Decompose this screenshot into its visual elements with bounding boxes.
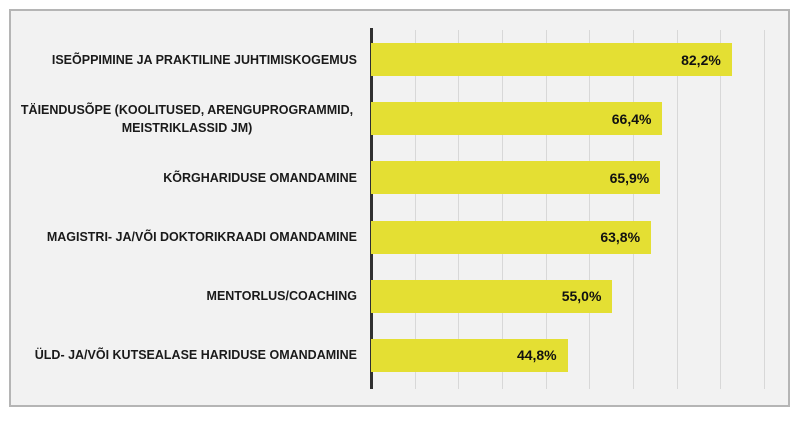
- category-cell: KÕRGHARIDUSE OMANDAMINE: [11, 169, 371, 187]
- category-cell: TÄIENDUSÕPE (KOOLITUSED, ARENGUPROGRAMMI…: [11, 101, 371, 137]
- bar: 63,8%: [371, 220, 652, 254]
- chart-frame: ISEÕPPIMINE JA PRAKTILINE JUHTIMISKOGEMU…: [9, 9, 790, 407]
- category-label: ÜLD- JA/VÕI KUTSEALASE HARIDUSE OMANDAMI…: [34, 348, 357, 363]
- category-cell: ISEÕPPIMINE JA PRAKTILINE JUHTIMISKOGEMU…: [11, 51, 371, 69]
- category-label: TÄIENDUSÕPE (KOOLITUSED, ARENGUPROGRAMMI…: [20, 102, 354, 135]
- bar-area: 82,2%: [371, 30, 788, 89]
- chart-row: KÕRGHARIDUSE OMANDAMINE 65,9%: [11, 148, 788, 207]
- chart-row: TÄIENDUSÕPE (KOOLITUSED, ARENGUPROGRAMMI…: [11, 89, 788, 148]
- bar-area: 65,9%: [371, 148, 788, 207]
- category-label: MENTORLUS/COACHING: [206, 289, 357, 304]
- y-axis-line: [370, 28, 373, 389]
- bar: 65,9%: [371, 161, 661, 195]
- bar: 82,2%: [371, 43, 732, 77]
- bar-area: 63,8%: [371, 208, 788, 267]
- category-cell: MENTORLUS/COACHING: [11, 287, 371, 305]
- bar-value-label: 44,8%: [516, 347, 557, 364]
- category-label: MAGISTRI- JA/VÕI DOKTORIKRAADI OMANDAMIN…: [46, 230, 357, 245]
- bar: 44,8%: [371, 338, 568, 372]
- bar-area: 44,8%: [371, 326, 788, 385]
- bar-area: 55,0%: [371, 267, 788, 326]
- chart-row: ÜLD- JA/VÕI KUTSEALASE HARIDUSE OMANDAMI…: [11, 326, 788, 385]
- bar-value-label: 65,9%: [609, 169, 650, 186]
- category-cell: MAGISTRI- JA/VÕI DOKTORIKRAADI OMANDAMIN…: [11, 228, 371, 246]
- bar-value-label: 66,4%: [611, 110, 652, 127]
- category-label: KÕRGHARIDUSE OMANDAMINE: [163, 170, 357, 185]
- category-label: ISEÕPPIMINE JA PRAKTILINE JUHTIMISKOGEMU…: [51, 52, 357, 67]
- bar-value-label: 55,0%: [561, 288, 602, 305]
- category-cell: ÜLD- JA/VÕI KUTSEALASE HARIDUSE OMANDAMI…: [11, 346, 371, 364]
- bar: 55,0%: [371, 279, 613, 313]
- bar-rows: ISEÕPPIMINE JA PRAKTILINE JUHTIMISKOGEMU…: [11, 30, 788, 385]
- bar: 66,4%: [371, 102, 663, 136]
- bar-value-label: 82,2%: [681, 51, 721, 68]
- chart-row: ISEÕPPIMINE JA PRAKTILINE JUHTIMISKOGEMU…: [11, 30, 788, 89]
- chart-row: MAGISTRI- JA/VÕI DOKTORIKRAADI OMANDAMIN…: [11, 208, 788, 267]
- bar-area: 66,4%: [371, 89, 788, 148]
- chart-row: MENTORLUS/COACHING 55,0%: [11, 267, 788, 326]
- bar-value-label: 63,8%: [600, 229, 641, 246]
